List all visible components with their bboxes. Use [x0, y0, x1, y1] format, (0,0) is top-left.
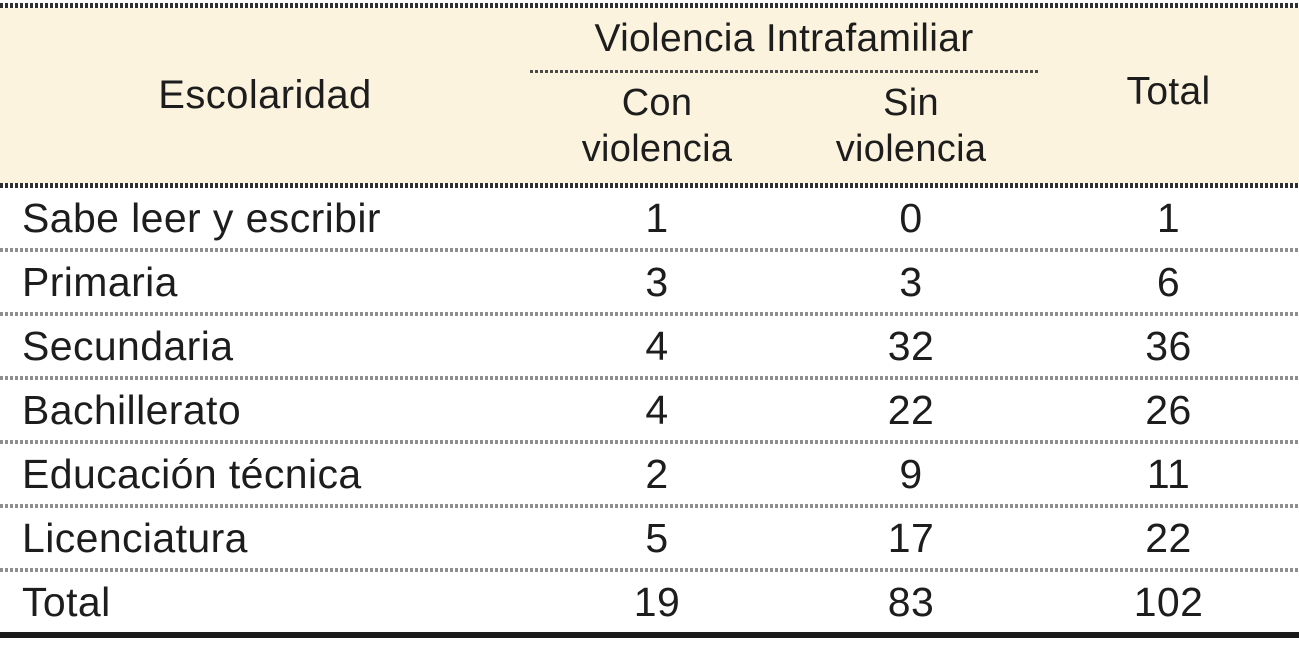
con-violencia-value: 1 [645, 194, 669, 241]
total-value: 1 [1156, 194, 1181, 241]
sin-violencia-value: 22 [887, 386, 935, 433]
con-violencia-value: 4 [645, 322, 669, 369]
escolaridad-column-header: Escolaridad [158, 73, 372, 117]
total-value: 11 [1146, 450, 1191, 497]
total-column-header: Total [1126, 69, 1211, 113]
sin-violencia-value: 32 [887, 322, 935, 369]
header-divider-rule [0, 183, 1299, 188]
row-divider [0, 504, 1299, 508]
table-bottom-border [0, 632, 1299, 638]
row-label: Bachillerato [22, 386, 242, 433]
table-row-sabe-leer-y-escribir: Sabe leer y escribir 1 0 1 [0, 188, 1299, 248]
total-value: 22 [1145, 514, 1192, 561]
group-underline-rule [530, 70, 1038, 73]
row-label: Licenciatura [22, 514, 248, 561]
row-label: Educación técnica [22, 450, 362, 497]
con-violencia-column-header: Con violencia [581, 82, 733, 170]
group-title: Violencia Intrafamiliar [594, 17, 974, 60]
table-row-total: Total 19 83 102 [0, 572, 1299, 632]
table-top-border [0, 3, 1299, 8]
table-row-educacion-tecnica: Educación técnica 2 9 11 [0, 444, 1299, 504]
row-divider [0, 568, 1299, 572]
row-label: Secundaria [22, 322, 234, 369]
sin-violencia-value: 9 [899, 450, 923, 497]
con-violencia-value: 19 [633, 578, 681, 625]
total-value: 102 [1133, 578, 1204, 625]
row-label: Total [22, 578, 111, 625]
con-violencia-value: 4 [645, 386, 669, 433]
row-label: Primaria [22, 258, 178, 305]
table-header: Escolaridad Violencia Intrafamiliar Con … [0, 8, 1299, 183]
sin-violencia-value: 17 [887, 514, 935, 561]
row-divider [0, 312, 1299, 316]
row-divider [0, 376, 1299, 380]
sin-violencia-value: 3 [899, 258, 923, 305]
sin-violencia-column-header: Sin violencia [835, 82, 987, 170]
sin-violencia-value: 0 [899, 194, 923, 241]
violencia-intrafamiliar-group-header: Violencia Intrafamiliar Con violencia Si… [530, 8, 1038, 183]
con-violencia-value: 5 [645, 514, 669, 561]
row-divider [0, 440, 1299, 444]
table-row-bachillerato: Bachillerato 4 22 26 [0, 380, 1299, 440]
group-subheaders: Con violencia Sin violencia [530, 73, 1038, 183]
con-violencia-value: 2 [645, 450, 669, 497]
table-row-licenciatura: Licenciatura 5 17 22 [0, 508, 1299, 568]
total-value: 6 [1156, 258, 1181, 305]
table-row-primaria: Primaria 3 3 6 [0, 252, 1299, 312]
table-row-secundaria: Secundaria 4 32 36 [0, 316, 1299, 376]
row-label: Sabe leer y escribir [22, 194, 381, 241]
row-divider [0, 248, 1299, 252]
total-value: 26 [1145, 386, 1192, 433]
con-violencia-value: 3 [645, 258, 669, 305]
sin-violencia-value: 83 [887, 578, 935, 625]
total-value: 36 [1145, 322, 1192, 369]
